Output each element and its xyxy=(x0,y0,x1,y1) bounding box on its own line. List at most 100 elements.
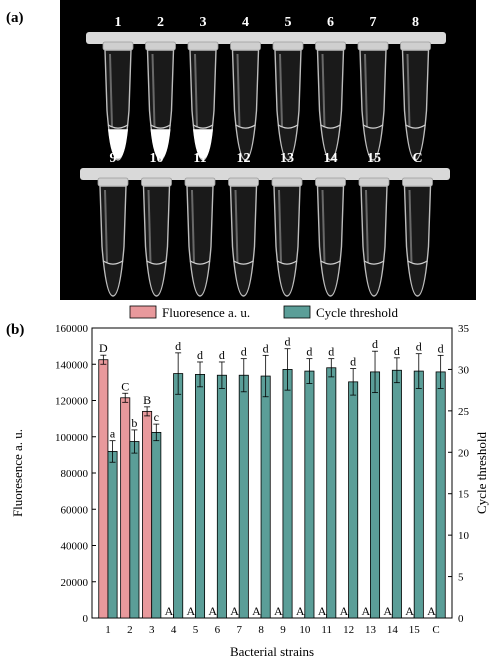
significance-letter: C xyxy=(121,379,129,393)
x-tick-label: 15 xyxy=(409,624,421,636)
significance-letter: A xyxy=(362,604,371,618)
x-tick-label: 9 xyxy=(280,624,286,636)
tube: 3 xyxy=(187,15,219,161)
tube-label: 7 xyxy=(370,15,377,30)
y2-tick-label: 0 xyxy=(458,613,464,625)
y-tick-label: 60000 xyxy=(61,504,89,516)
plot-area: 0 20000 40000 60000 80000 100000 120000 140000 1… xyxy=(55,323,470,636)
tube: 14 xyxy=(315,151,346,297)
x-tick-label: 1 xyxy=(105,624,111,636)
x-tick-label: 6 xyxy=(215,624,221,636)
cycle-threshold-bar xyxy=(107,451,118,619)
tube: 7 xyxy=(357,15,389,161)
y-tick-label: 40000 xyxy=(61,541,89,553)
significance-letter: A xyxy=(274,604,283,618)
y2-tick-label: 10 xyxy=(458,530,470,542)
significance-letter: A xyxy=(230,604,239,618)
tube: 13 xyxy=(271,151,303,297)
significance-letter: A xyxy=(208,604,217,618)
fluorescence-bar xyxy=(142,410,153,619)
tube-label: C xyxy=(412,151,422,166)
significance-letter: A xyxy=(252,604,261,618)
x-tick-label: 3 xyxy=(149,624,155,636)
y-tick-label: 160000 xyxy=(55,323,89,335)
legend-label-cycle-threshold: Cycle threshold xyxy=(316,305,398,320)
tube: 5 xyxy=(272,15,304,161)
tube: 6 xyxy=(315,15,346,161)
significance-letter: A xyxy=(405,604,414,618)
legend-swatch-cycle-threshold xyxy=(283,305,311,319)
fluorescence-bar xyxy=(120,397,131,619)
x-tick-label: 13 xyxy=(365,624,377,636)
y-tick-label: 20000 xyxy=(61,577,89,589)
tube-label: 10 xyxy=(150,151,164,166)
cycle-threshold-bar xyxy=(238,374,249,619)
significance-letter: d xyxy=(306,345,312,359)
significance-letter: b xyxy=(131,416,137,430)
tube-label: 6 xyxy=(327,15,334,30)
significance-letter: d xyxy=(197,348,203,362)
x-tick-label: 8 xyxy=(258,624,264,636)
y-tick-label: 0 xyxy=(83,613,89,625)
significance-letter: B xyxy=(143,393,151,407)
tube-label: 1 xyxy=(115,15,122,30)
cycle-threshold-bar xyxy=(391,369,402,619)
significance-letter: A xyxy=(165,604,174,618)
tube-label: 11 xyxy=(193,151,206,166)
y2-axis-label: Cycle threshold xyxy=(474,432,489,514)
significance-letter: a xyxy=(110,427,116,441)
tube-label: 9 xyxy=(110,151,117,166)
tube-label: 12 xyxy=(237,151,251,166)
x-tick-label: 14 xyxy=(387,624,399,636)
tube: 10 xyxy=(141,151,172,297)
cycle-threshold-bar xyxy=(173,373,184,619)
x-tick-label: 12 xyxy=(343,624,354,636)
tube-label: 2 xyxy=(157,15,164,30)
cycle-threshold-bar xyxy=(282,369,293,619)
tube-label: 15 xyxy=(367,151,381,166)
significance-letter: A xyxy=(318,604,327,618)
x-tick-label: 4 xyxy=(171,624,177,636)
significance-letter: d xyxy=(219,348,225,362)
tube: 4 xyxy=(230,15,261,161)
tube-label: 14 xyxy=(324,151,338,166)
x-tick-label: 10 xyxy=(299,624,311,636)
significance-letter: A xyxy=(296,604,305,618)
tube-strip-band xyxy=(80,168,450,180)
significance-letter: d xyxy=(350,355,356,369)
cycle-threshold-bar xyxy=(216,374,227,619)
y2-tick-label: 35 xyxy=(458,323,470,335)
tube: 15 xyxy=(358,151,390,297)
cycle-threshold-bar xyxy=(151,431,162,619)
y-tick-label: 100000 xyxy=(55,432,89,444)
significance-letter: A xyxy=(187,604,196,618)
tube: 12 xyxy=(228,151,259,297)
significance-letter: A xyxy=(427,604,436,618)
y-tick-label: 80000 xyxy=(61,468,89,480)
tube-label: 5 xyxy=(285,15,292,30)
cycle-threshold-bar xyxy=(129,441,140,619)
y2-tick-label: 20 xyxy=(458,447,470,459)
significance-letter: D xyxy=(99,341,108,355)
cycle-threshold-bar xyxy=(195,374,206,619)
cycle-threshold-bar xyxy=(348,381,359,619)
y2-tick-label: 5 xyxy=(458,572,464,584)
x-tick-label: 7 xyxy=(236,624,242,636)
cycle-threshold-bar xyxy=(326,367,337,619)
tube: 11 xyxy=(184,151,216,297)
x-tick-label: C xyxy=(432,624,439,636)
white-precipitate xyxy=(193,129,213,159)
fluorescence-bar xyxy=(98,359,109,619)
significance-letter: d xyxy=(241,345,247,359)
x-tick-label: 2 xyxy=(127,624,133,636)
white-precipitate xyxy=(108,129,128,159)
x-tick-label: 11 xyxy=(321,624,332,636)
panel-b-label: (b) xyxy=(6,322,24,338)
significance-letter: d xyxy=(372,337,378,351)
tube: C xyxy=(402,151,433,297)
tube-label: 8 xyxy=(412,15,419,30)
y-tick-label: 140000 xyxy=(55,359,89,371)
significance-letter: d xyxy=(263,341,269,355)
significance-letter: A xyxy=(383,604,392,618)
